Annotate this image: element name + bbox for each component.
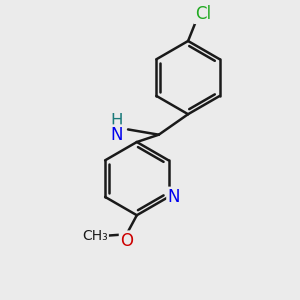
Text: N: N	[167, 188, 180, 206]
Text: O: O	[120, 232, 133, 250]
Text: CH₃: CH₃	[82, 229, 108, 243]
Text: H: H	[111, 112, 123, 130]
Text: N: N	[111, 126, 123, 144]
Text: Cl: Cl	[195, 5, 211, 23]
